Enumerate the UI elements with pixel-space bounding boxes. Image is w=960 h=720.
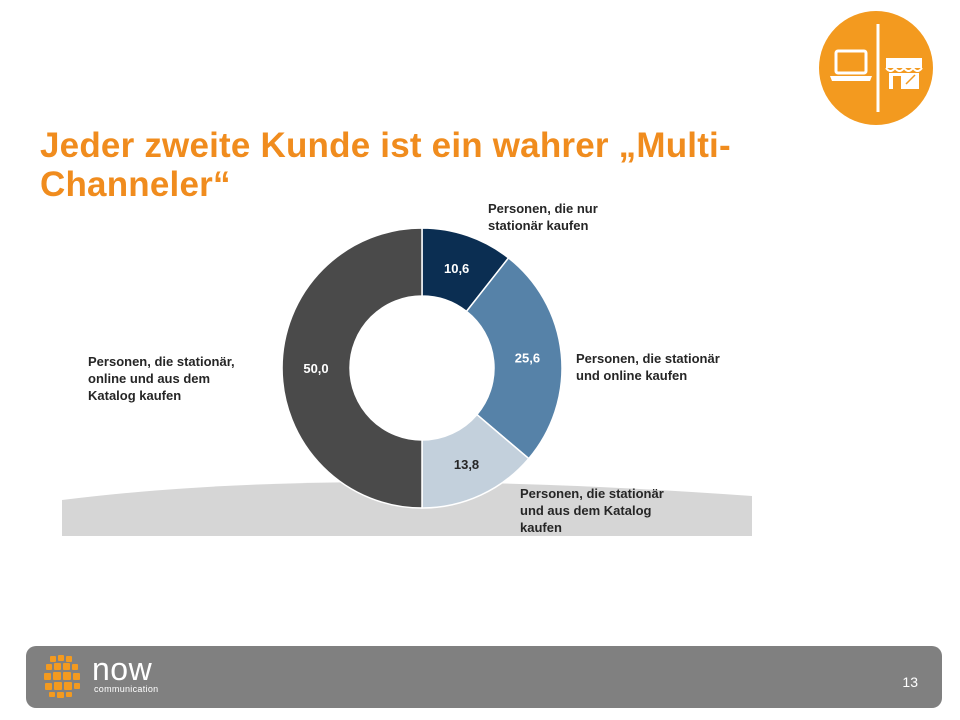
floor-shadow [62,481,752,536]
category-label-all-channels: Personen, die stationär, online und aus … [88,354,235,403]
slice-value-label-1: 10,6 [444,261,469,276]
footer-bar: now communication 13 [26,646,942,708]
logo-wordmark: now [92,651,153,687]
category-label-stationaer-only: Personen, die nur stationär kaufen [488,201,598,233]
slice-value-label-3: 13,8 [454,457,479,472]
slide-title: Jeder zweite Kunde ist ein wahrer „Multi… [40,126,731,204]
slice-value-label-4: 50,0 [303,361,328,376]
page-number: 13 [902,674,918,690]
logo-subtext: communication [94,684,159,694]
now-logo-icon [44,655,80,698]
donut-slice-4 [281,227,423,509]
category-label-stationaer-katalog: Personen, die stationär und aus dem Kata… [520,486,664,535]
slice-value-label-2: 25,6 [515,350,540,365]
category-label-stationaer-online: Personen, die stationär und online kaufe… [576,351,720,383]
donut-slice-2 [465,256,563,460]
laptop-and-store-icon [819,11,933,125]
donut-chart: 10,6 25,6 13,8 50,0 [62,227,752,536]
donut-chart-area: 10,6 25,6 13,8 50,0 Personen, die nur stati… [62,198,752,542]
